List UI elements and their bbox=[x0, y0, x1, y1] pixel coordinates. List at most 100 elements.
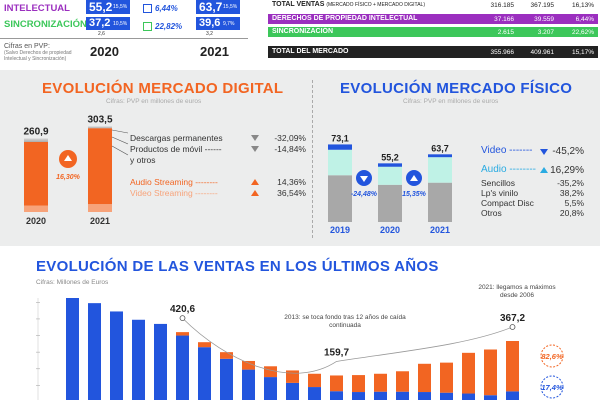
ventas-bar-digital-2010 bbox=[264, 366, 277, 378]
ventas-bar-digital-2011 bbox=[286, 370, 299, 383]
ipr-2021-badge: 15,5% bbox=[223, 4, 238, 10]
ventas-bar-fisico-2021 bbox=[506, 391, 519, 400]
ventas-bar-fisico-2015 bbox=[374, 391, 387, 400]
year-2020-label: 2020 bbox=[90, 44, 119, 59]
total-ventas-sub: (MERCADO FÍSICO + MERCADO DIGITAL) bbox=[326, 2, 425, 8]
ventas-low-note: 2013: se toca fondo tras 12 años de caíd… bbox=[284, 314, 406, 329]
derechos-c: 6,44% bbox=[575, 16, 594, 23]
table-row-total-mercado bbox=[268, 46, 598, 58]
fisico-video-arrow-down-icon bbox=[540, 149, 548, 155]
digital-change-arrow-icon bbox=[64, 155, 72, 161]
ventas-share-blue-label: 17,4% bbox=[541, 383, 563, 392]
ventas-bar-fisico-2002 bbox=[88, 303, 101, 400]
ipr-change-icon bbox=[143, 4, 152, 13]
fisico-bar-2021-2 bbox=[428, 154, 452, 158]
sync-2021-value: 39,6 bbox=[199, 17, 221, 29]
ventas-bar-digital-2016 bbox=[396, 371, 409, 392]
digital-year-label-2020: 2020 bbox=[26, 216, 46, 226]
fisico-sub-0-pct: -35,2% bbox=[557, 178, 584, 188]
ventas-bar-digital-2012 bbox=[308, 373, 321, 388]
digital-arrow-up-icon-3 bbox=[251, 179, 259, 185]
fisico-bar-2019-0 bbox=[328, 175, 352, 222]
total-ventas-b: 367.195 bbox=[530, 2, 555, 9]
fisico-total-label-2020: 55,2 bbox=[381, 152, 399, 162]
fisico-bar-2020-0 bbox=[378, 184, 402, 222]
ventas-title: EVOLUCIÓN DE LAS VENTAS EN LOS ÚLTIMOS A… bbox=[36, 258, 439, 275]
ventas-bar-fisico-2013 bbox=[330, 391, 343, 400]
digital-total-label-2021: 303,5 bbox=[87, 115, 112, 126]
total-mercado-a: 355.966 bbox=[490, 49, 515, 56]
digital-legend-1: Productos de móvil ------ bbox=[130, 144, 222, 154]
fisico-legend-audio: Audio -------- bbox=[481, 164, 536, 175]
ventas-share-orange-ring bbox=[540, 344, 564, 368]
ventas-bar-fisico-2004 bbox=[132, 319, 145, 400]
ipr-2020-badge: 15,5% bbox=[113, 4, 128, 10]
fisico-year-label-2020: 2020 bbox=[380, 225, 400, 235]
top-divider bbox=[0, 38, 248, 39]
digital-bar-2021-1 bbox=[88, 128, 112, 205]
digital-arrow-down-icon-1 bbox=[251, 146, 259, 152]
ipr-change: 6,44% bbox=[155, 4, 178, 13]
ventas-bar-fisico-2009 bbox=[242, 369, 255, 400]
fisico-sub-3-pct: 20,8% bbox=[559, 208, 584, 218]
ventas-bar-digital-2018 bbox=[440, 362, 453, 393]
total-mercado-b: 409.961 bbox=[530, 49, 555, 56]
panel-divider bbox=[312, 80, 313, 238]
fisico-sub-0: Sencillos bbox=[481, 178, 516, 188]
digital-arrow-up-icon-4 bbox=[251, 190, 259, 196]
ventas-last-dot bbox=[509, 324, 516, 330]
digital-chart: 260,9 2020 303,5 2021 16,30% bbox=[23, 115, 129, 226]
total-ventas-c: 16,13% bbox=[571, 2, 594, 9]
sync-2020-small: 2,6 bbox=[98, 31, 105, 37]
digital-bar-2021-2 bbox=[88, 127, 112, 129]
derechos-a: 37.166 bbox=[494, 16, 514, 23]
year-2021-label: 2021 bbox=[200, 44, 229, 59]
ventas-last-note: 2021: llegamos a máximos desde 2006 bbox=[478, 284, 556, 299]
ipr-label: INTELECTUAL bbox=[4, 3, 70, 14]
digital-legend-3: Audio Streaming -------- bbox=[130, 177, 218, 187]
digital-subtitle: Cifras: PVP en millones de euros bbox=[106, 98, 202, 105]
sincronizacion-b: 3.207 bbox=[537, 29, 554, 36]
digital-bar-2020-2 bbox=[24, 140, 48, 142]
ventas-bar-digital-2008 bbox=[220, 352, 233, 359]
ventas-bar-fisico-2003 bbox=[110, 311, 123, 400]
digital-legend-1-label: Productos de móvil ------ bbox=[130, 144, 222, 154]
table-row-sincronizacion bbox=[268, 27, 598, 37]
total-mercado-label: TOTAL DEL MERCADO bbox=[272, 48, 349, 55]
sincronizacion-c: 22,62% bbox=[571, 29, 594, 36]
fisico-year-label-2021: 2021 bbox=[430, 225, 450, 235]
cifras-note-sub: (Salvo Derechos de propiedad Intelectual… bbox=[4, 50, 72, 62]
fisico-year-label-2019: 2019 bbox=[330, 225, 350, 235]
fisico-change-label-0: -24,48% bbox=[351, 191, 378, 198]
ventas-low-label: 159,7 bbox=[324, 347, 349, 358]
fisico-legend-video: Video ------- bbox=[481, 145, 532, 156]
ventas-bar-digital-2017 bbox=[418, 363, 431, 393]
digital-connector-lines bbox=[111, 129, 129, 156]
ventas-bar-digital-2020 bbox=[484, 349, 497, 396]
ventas-bar-fisico-2017 bbox=[418, 392, 431, 400]
derechos-b: 39.559 bbox=[534, 16, 554, 23]
digital-bar-2020-1 bbox=[24, 141, 48, 206]
ventas-bar-fisico-2008 bbox=[220, 358, 233, 400]
digital-legend-4-pct: 36,54% bbox=[277, 188, 306, 198]
ventas-bar-digital-2015 bbox=[374, 373, 387, 392]
digital-legend-1-pct: -14,84% bbox=[274, 144, 306, 154]
fisico-bar-2019-2 bbox=[328, 144, 352, 150]
ventas-bar-digital-2014 bbox=[352, 375, 365, 393]
ventas-bar-digital-2021 bbox=[506, 340, 519, 392]
digital-legend-4-label: Video Streaming -------- bbox=[130, 188, 218, 198]
digital-legend-4: Video Streaming -------- bbox=[130, 188, 218, 198]
fisico-sub-3: Otros bbox=[481, 208, 502, 218]
table-row-total-ventas bbox=[268, 0, 598, 12]
ventas-bar-digital-2009 bbox=[242, 360, 255, 370]
ventas-bar-fisico-2019 bbox=[462, 393, 475, 400]
ventas-share-blue-ring bbox=[540, 375, 564, 399]
sync-change: 22,82% bbox=[155, 22, 183, 31]
digital-legend-2-label: y otros bbox=[130, 155, 156, 165]
fisico-legend-video-pct: -45,2% bbox=[552, 146, 584, 157]
sincronizacion-a: 2.615 bbox=[497, 29, 514, 36]
sync-label: SINCRONIZACIÓN bbox=[4, 19, 87, 30]
ventas-peak-dot bbox=[179, 315, 186, 322]
digital-legend-0-pct: -32,09% bbox=[274, 133, 306, 143]
ventas-bar-fisico-2020 bbox=[484, 395, 497, 400]
